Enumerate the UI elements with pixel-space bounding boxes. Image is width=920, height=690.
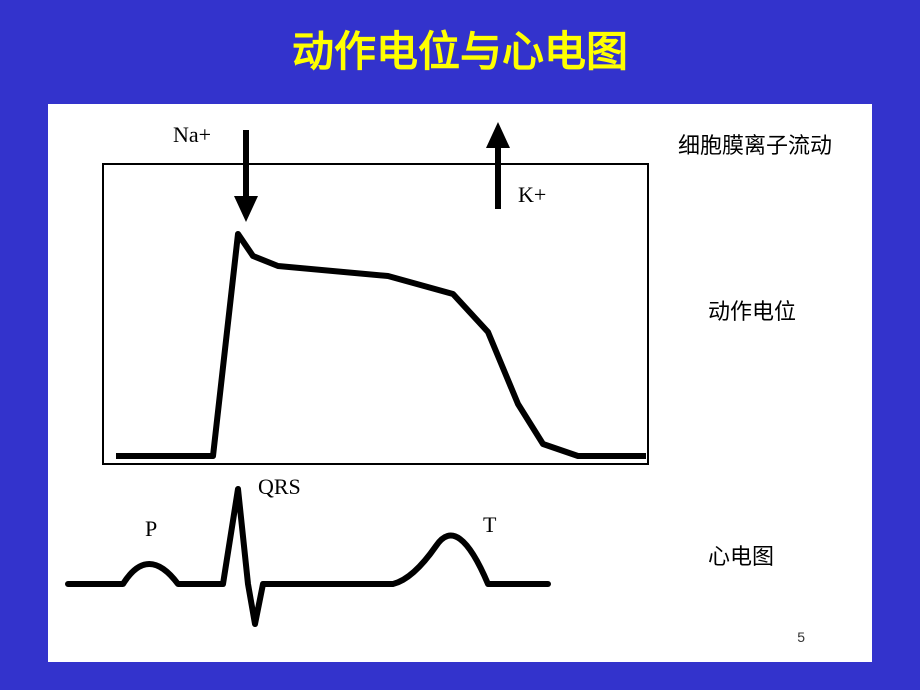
ap-box [103,164,648,464]
ion-flow-label: 细胞膜离子流动 [678,128,832,160]
ecg-label: 心电图 [708,539,774,571]
k-arrow [486,122,510,209]
action-potential-curve [116,234,646,456]
t-label: T [483,512,496,538]
diagram-svg [48,104,872,662]
na-label: Na+ [173,122,211,148]
ecg-curve [68,489,548,624]
qrs-label: QRS [258,474,301,500]
na-arrow [234,130,258,222]
p-label: P [145,516,157,542]
diagram-area: Na+ K+ 细胞膜离子流动 动作电位 心电图 P QRS T [48,104,872,662]
ap-label: 动作电位 [708,294,796,326]
page-title: 动作电位与心电图 [0,0,920,94]
k-label: K+ [518,182,546,208]
page-number: 5 [797,629,805,645]
